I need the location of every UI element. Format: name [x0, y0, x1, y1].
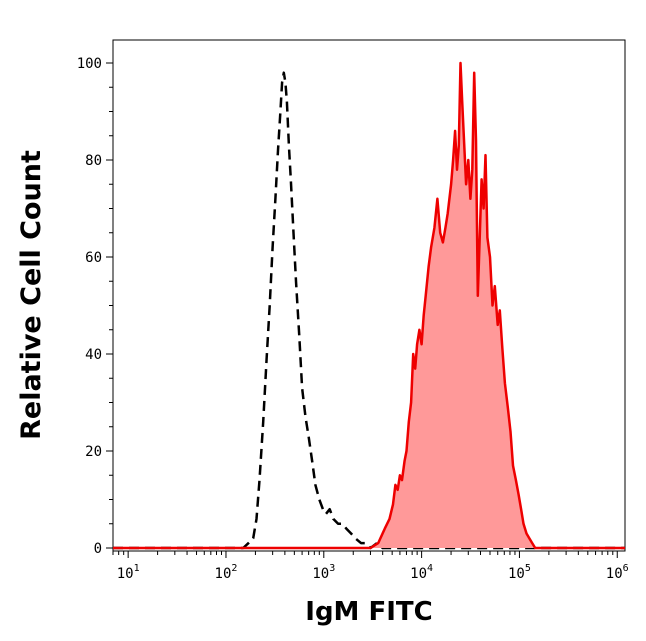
x-tick-label: 102	[215, 563, 238, 582]
y-axis-title: Relative Cell Count	[16, 150, 47, 440]
x-tick-label: 103	[312, 563, 335, 582]
x-axis-ticks: 101 102 103 104 105 106	[112, 551, 629, 582]
x-tick-label: 106	[606, 563, 629, 582]
y-tick-label: 80	[85, 153, 102, 169]
x-tick-label: 104	[410, 563, 433, 582]
y-tick-label: 20	[85, 444, 102, 460]
plot-area	[112, 39, 626, 552]
y-axis-ticks: 0 20 40 60 80 100	[77, 56, 113, 557]
series-layer	[113, 61, 625, 550]
y-tick-label: 0	[94, 541, 102, 557]
y-tick-label: 100	[77, 56, 102, 72]
y-tick-label: 60	[85, 250, 102, 266]
series-2-area	[113, 63, 625, 548]
x-tick-label: 101	[117, 563, 140, 582]
y-tick-label: 40	[85, 347, 102, 363]
series-2-line	[113, 61, 625, 550]
series-1-line	[113, 71, 625, 550]
x-axis-title: IgM FITC	[305, 597, 432, 627]
x-tick-label: 105	[508, 563, 531, 582]
